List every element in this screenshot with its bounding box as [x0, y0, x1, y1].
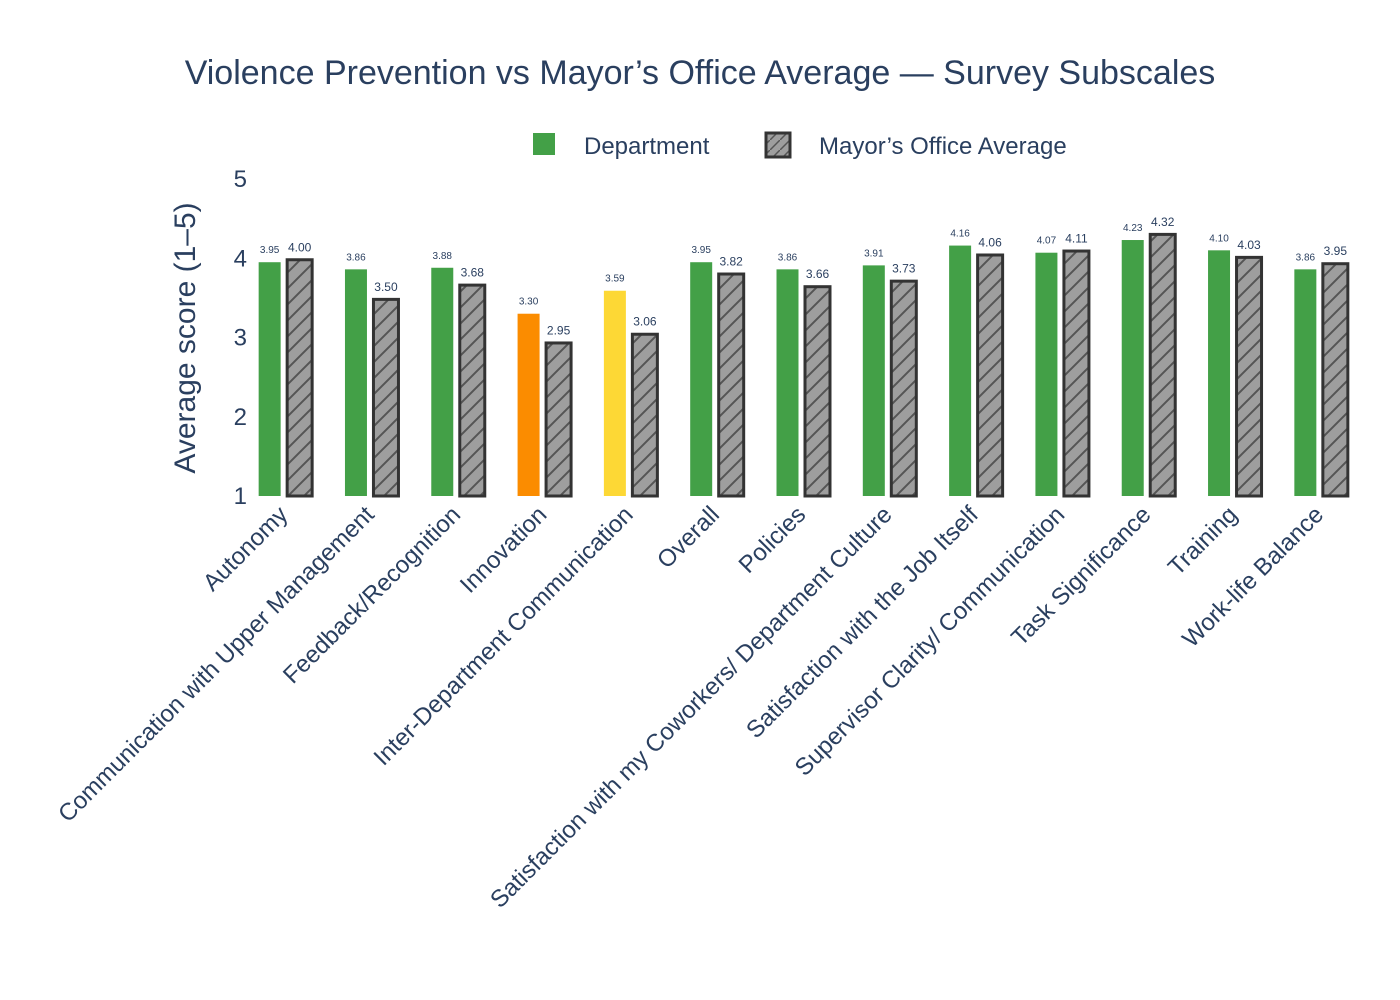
bars [258, 232, 1350, 498]
label-department-communication-with-upper-management: 3.86 [346, 252, 366, 263]
bar-mayors-office-average-satisfaction-with-my-coworkers-department-culture [889, 279, 918, 498]
label-mayors-office-average-overall: 3.82 [720, 255, 744, 269]
legend: Department Mayor’s Office Average [533, 131, 1067, 160]
x-tick-satisfaction-with-my-coworkers-department-culture: Satisfaction with my Coworkers/ Departme… [485, 501, 897, 913]
label-department-overall: 3.95 [691, 245, 711, 256]
bar-mayors-office-average-innovation [544, 341, 573, 498]
chart-title: Violence Prevention vs Mayor’s Office Av… [185, 54, 1216, 92]
y-tick-5: 5 [234, 166, 247, 193]
x-tick-communication-with-upper-management: Communication with Upper Management [53, 501, 380, 828]
bar-mayors-office-average-work-life-balance [1321, 262, 1350, 498]
y-tick-3: 3 [234, 325, 247, 352]
bar-mayors-office-average-autonomy [285, 258, 314, 498]
bar-department-satisfaction-with-the-job-itself [949, 245, 972, 496]
y-tick-1: 1 [234, 483, 247, 510]
legend-swatch-mayors-office-average [764, 131, 792, 159]
label-department-satisfaction-with-the-job-itself: 4.16 [950, 229, 970, 240]
label-mayors-office-average-training: 4.03 [1237, 238, 1261, 252]
label-department-work-life-balance: 3.86 [1296, 252, 1316, 263]
bar-mayors-office-average-satisfaction-with-the-job-itself [976, 253, 1005, 498]
label-mayors-office-average-communication-with-upper-management: 3.50 [374, 280, 398, 294]
bar-department-inter-department-communication [603, 290, 626, 496]
label-department-policies: 3.86 [778, 252, 798, 263]
label-mayors-office-average-policies: 3.66 [806, 267, 830, 281]
label-department-innovation: 3.30 [519, 297, 539, 308]
bar-department-policies [776, 269, 799, 496]
label-mayors-office-average-autonomy: 4.00 [288, 240, 312, 254]
bar-department-overall [690, 262, 713, 496]
bar-department-autonomy [258, 262, 281, 496]
bar-mayors-office-average-task-significance [1148, 232, 1177, 498]
label-department-inter-department-communication: 3.59 [605, 274, 625, 285]
y-tick-4: 4 [234, 245, 247, 272]
x-tick-policies: Policies [734, 501, 812, 579]
label-department-feedback-recognition: 3.88 [433, 251, 453, 262]
label-mayors-office-average-inter-department-communication: 3.06 [633, 315, 657, 329]
bar-department-supervisor-clarity-communication [1035, 252, 1058, 496]
x-tick-overall: Overall [652, 501, 725, 574]
bar-department-innovation [517, 313, 540, 496]
bar-department-satisfaction-with-my-coworkers-department-culture [862, 265, 885, 496]
label-mayors-office-average-feedback-recognition: 3.68 [461, 266, 485, 280]
label-department-training: 4.10 [1209, 233, 1229, 244]
label-department-autonomy: 3.95 [260, 245, 280, 256]
label-mayors-office-average-supervisor-clarity-communication: 4.11 [1065, 232, 1088, 246]
legend-label-department: Department [584, 133, 710, 160]
bar-mayors-office-average-inter-department-communication [630, 332, 659, 498]
bar-department-training [1208, 250, 1231, 496]
label-department-task-significance: 4.23 [1123, 223, 1143, 234]
bar-mayors-office-average-overall [717, 272, 746, 498]
label-mayors-office-average-satisfaction-with-the-job-itself: 4.06 [978, 235, 1002, 249]
bar-department-work-life-balance [1294, 269, 1317, 496]
label-mayors-office-average-task-significance: 4.32 [1151, 215, 1175, 229]
label-department-satisfaction-with-my-coworkers-department-culture: 3.91 [864, 248, 884, 259]
bar-mayors-office-average-supervisor-clarity-communication [1062, 249, 1091, 498]
label-department-supervisor-clarity-communication: 4.07 [1037, 236, 1057, 247]
x-tick-feedback-recognition: Feedback/Recognition [278, 501, 466, 689]
legend-swatch-department [533, 133, 555, 155]
label-mayors-office-average-work-life-balance: 3.95 [1324, 244, 1348, 258]
y-tick-2: 2 [234, 404, 247, 431]
bar-mayors-office-average-training [1235, 255, 1264, 498]
bar-mayors-office-average-feedback-recognition [458, 283, 487, 498]
bar-mayors-office-average-policies [803, 285, 832, 498]
x-tick-training: Training [1163, 501, 1243, 581]
bar-department-task-significance [1121, 240, 1144, 496]
label-mayors-office-average-satisfaction-with-my-coworkers-department-culture: 3.73 [892, 262, 916, 276]
y-axis-ticks: 1 2 3 4 5 [234, 166, 247, 510]
bar-mayors-office-average-communication-with-upper-management [371, 297, 400, 498]
y-axis-label: Average score (1–5) [169, 202, 202, 473]
label-mayors-office-average-innovation: 2.95 [547, 323, 571, 337]
bar-department-feedback-recognition [431, 267, 454, 496]
legend-label-mayors-office-average: Mayor’s Office Average [819, 133, 1067, 160]
bar-value-labels: 3.95 4.00 3.86 3.50 3.88 3.68 3.30 2.95 3.59 3.06… [260, 215, 1347, 338]
bar-department-communication-with-upper-management [344, 269, 367, 496]
